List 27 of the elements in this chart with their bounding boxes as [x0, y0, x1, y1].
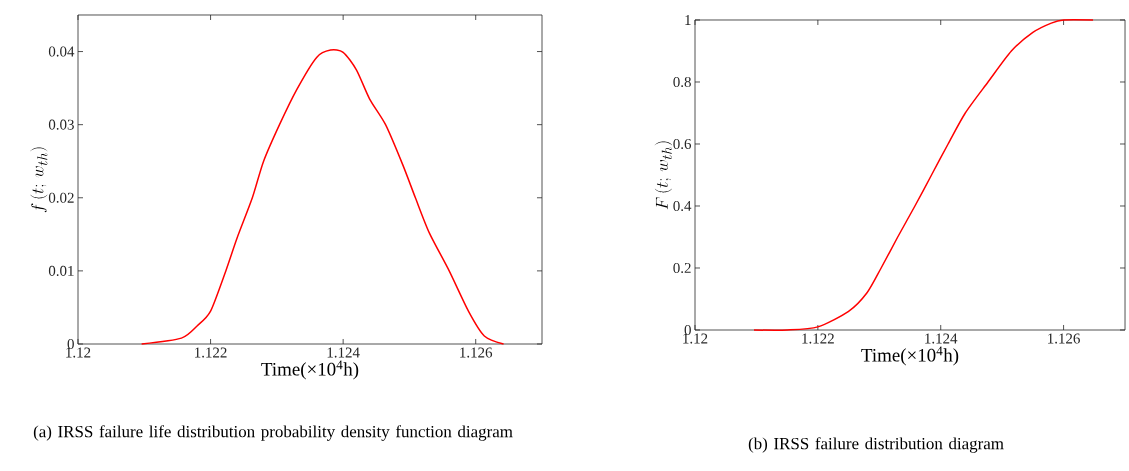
x-tick-label: 1.122: [802, 333, 834, 344]
x-tick-label: 1.12: [66, 347, 91, 358]
line-series: [140, 49, 505, 345]
x-tick-label: 1.126: [1048, 333, 1080, 344]
x-tick-label: 1.12: [683, 333, 708, 344]
x-tick-label: 1.126: [460, 347, 493, 358]
x-tick-label: 1.122: [195, 347, 227, 358]
y-axis-title: $f\,(t;\, w_{th})$: [30, 147, 48, 213]
y-tick-label: 0: [684, 324, 691, 336]
x-tick-label: 1.124: [327, 347, 360, 358]
y-tick-label: 0.8: [673, 76, 691, 88]
y-tick-label: 0.4: [673, 200, 692, 212]
y-tick-label: 0.04: [48, 46, 75, 57]
y-axis-title: $F\,(t;\, w_{th})$: [654, 141, 672, 210]
x-axis-title: Time(×10$^{4}$h): [861, 346, 959, 366]
y-tick-label: 0.01: [48, 265, 74, 276]
y-tick-label: 0: [67, 338, 74, 350]
line-series: [753, 19, 1094, 331]
y-tick-label: 0.2: [673, 262, 691, 274]
text: (a) IRSS failure life distribution probability density function diagram: [33, 425, 513, 441]
x-tick-label: 1.124: [925, 333, 958, 344]
x-axis-title: Time(×10$^{4}$h): [261, 360, 359, 380]
y-tick-label: 0.6: [673, 138, 692, 150]
y-tick-label: 1: [685, 15, 691, 25]
text: (b) IRSS failure distribution diagram: [748, 437, 1004, 453]
y-tick-label: 0.03: [48, 119, 74, 130]
y-tick-label: 0.02: [48, 192, 74, 203]
